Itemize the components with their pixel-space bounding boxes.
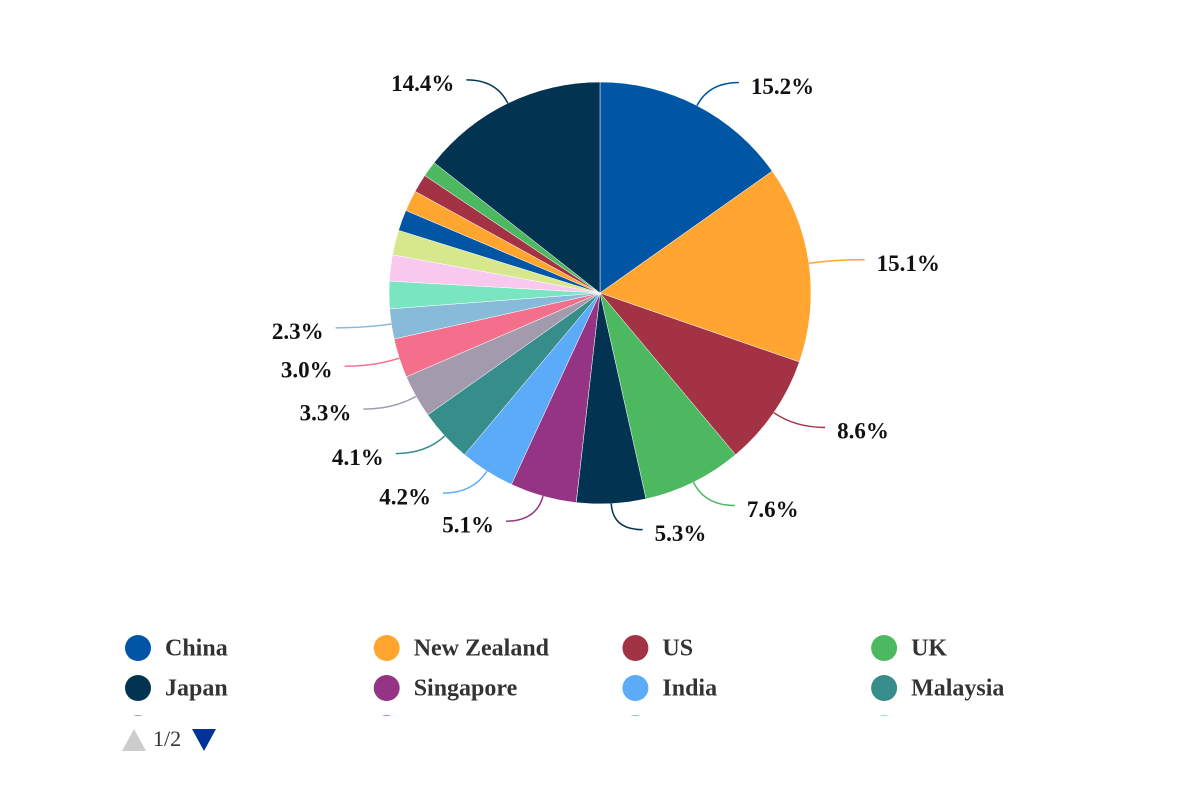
legend-label: Malaysia: [911, 676, 1004, 702]
legend-label: New Zealand: [414, 636, 550, 662]
data-label: 4.1%: [332, 445, 384, 470]
data-label: 3.3%: [300, 400, 352, 425]
legend-marker: [133, 715, 143, 716]
data-label: 15.1%: [877, 251, 940, 276]
legend-pager: 1/2: [122, 726, 216, 751]
leader-line: [395, 435, 446, 455]
pie-slice: [599, 170, 812, 363]
legend-label: US: [662, 636, 693, 662]
legend-marker: [125, 635, 151, 661]
data-label: 2.3%: [272, 319, 324, 344]
pie: [388, 81, 812, 505]
legend-label: India: [662, 676, 717, 702]
legend-label: China: [165, 636, 228, 662]
data-labels: 15.2% 15.1% 8.6% 7.6% 5.3% 5.1% 4.2% 4.1% 3.3% 3.…: [272, 71, 940, 546]
data-label: 14.4%: [391, 71, 454, 96]
leader-line: [506, 495, 544, 522]
legend-marker: [871, 675, 898, 701]
leader-line: [344, 357, 400, 367]
legend-label: Japan: [165, 676, 228, 702]
leader-line: [363, 395, 417, 410]
leader-line: [692, 481, 735, 507]
pager-text: 1/2: [153, 726, 181, 751]
legend-marker: [373, 635, 400, 661]
data-label: 8.6%: [837, 419, 889, 444]
legend-marker: [373, 675, 400, 701]
legend: China New Zealand US UK Japan Singapore India M…: [125, 635, 1004, 716]
legend-marker: [381, 715, 392, 716]
pager-down[interactable]: [192, 729, 216, 751]
legend-marker: [125, 675, 151, 701]
legend-label: UK: [911, 636, 947, 662]
data-label: 7.6%: [747, 497, 799, 522]
legend-marker: [879, 715, 890, 716]
legend-marker: [622, 635, 649, 661]
leader-line: [808, 258, 865, 265]
leader-line: [696, 81, 739, 106]
data-label: 15.2%: [751, 74, 814, 99]
data-label: 5.1%: [442, 512, 494, 537]
leader-line: [443, 470, 488, 494]
data-label: 3.0%: [281, 358, 333, 383]
leader-line: [610, 503, 643, 531]
pager-up[interactable]: [122, 729, 146, 751]
legend-marker: [622, 675, 649, 701]
legend-marker: [871, 635, 898, 661]
data-label: 5.3%: [655, 521, 707, 546]
legend-label: Singapore: [414, 676, 518, 702]
leader-line: [466, 79, 509, 104]
data-label: 4.2%: [379, 484, 431, 509]
pie-slice: [433, 81, 601, 294]
leader-line: [773, 412, 826, 429]
legend-marker: [630, 715, 641, 716]
leader-line: [335, 323, 392, 329]
pie-slice: [599, 292, 736, 500]
pie-slice: [599, 292, 800, 456]
pie-slice: [599, 81, 773, 294]
